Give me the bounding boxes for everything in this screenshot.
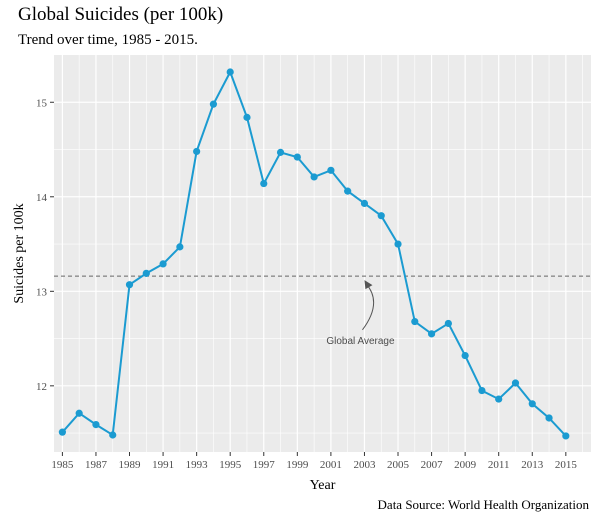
x-axis-ticks: 1985 1987 1989 1991 1993 1995 1997 1999 2001 2003… [51, 452, 577, 471]
y-axis-ticks: 12 13 14 15 [36, 97, 54, 393]
data-point [209, 100, 218, 108]
data-point [327, 166, 335, 174]
data-point [360, 199, 369, 208]
x-tick-label: 2003 [353, 459, 376, 471]
x-tick-label: 1987 [85, 459, 108, 471]
x-axis-title: Year [310, 478, 336, 493]
data-points [58, 68, 570, 440]
data-point [226, 68, 234, 76]
data-point [344, 187, 352, 195]
data-point [75, 409, 83, 417]
x-tick-label: 2015 [555, 459, 578, 471]
data-point [310, 173, 318, 181]
data-point [176, 243, 184, 251]
global-average-label: Global Average [326, 336, 395, 347]
data-point [444, 319, 452, 328]
x-tick-label: 1999 [286, 459, 309, 471]
x-tick-label: 2001 [320, 459, 342, 471]
y-tick-label: 15 [36, 97, 48, 109]
data-point [142, 269, 150, 277]
x-tick-label: 2007 [421, 459, 444, 471]
y-tick-label: 13 [36, 286, 48, 298]
annotation-arrowhead [364, 280, 373, 290]
data-point [377, 212, 385, 220]
x-tick-label: 1989 [119, 459, 142, 471]
data-point [411, 317, 419, 326]
data-source-caption: Data Source: World Health Organization [377, 497, 589, 512]
data-point [58, 428, 66, 436]
data-point [427, 330, 436, 338]
data-point [511, 379, 520, 387]
data-point [461, 351, 469, 360]
data-point [478, 386, 486, 395]
data-point [260, 179, 268, 188]
data-point [276, 148, 285, 156]
chart-title: Global Suicides (per 100k) [18, 4, 224, 25]
data-point [159, 260, 167, 268]
data-point [545, 414, 553, 422]
data-point [562, 432, 570, 440]
data-point [528, 400, 536, 408]
chart-subtitle: Trend over time, 1985 - 2015. [18, 32, 198, 48]
plot-panel [54, 55, 591, 452]
data-point [293, 153, 301, 161]
data-point [92, 420, 100, 429]
x-tick-label: 2009 [454, 459, 477, 471]
x-tick-label: 1997 [253, 459, 276, 471]
x-tick-label: 2013 [521, 459, 544, 471]
data-point [495, 395, 503, 403]
y-tick-label: 12 [36, 381, 47, 393]
y-tick-label: 14 [36, 192, 48, 204]
data-point [394, 240, 402, 248]
x-tick-label: 1995 [219, 459, 242, 471]
x-tick-label: 2005 [387, 459, 410, 471]
major-gridlines [54, 55, 591, 452]
y-axis-title: Suicides per 100k [12, 203, 27, 303]
data-point [109, 431, 117, 439]
annotation-arrow [362, 283, 375, 331]
x-tick-label: 1991 [152, 459, 174, 471]
data-point [193, 147, 201, 156]
x-tick-label: 1993 [186, 459, 209, 471]
x-tick-label: 2011 [488, 459, 510, 471]
x-tick-label: 1985 [51, 459, 74, 471]
data-point [243, 113, 251, 121]
data-point [125, 281, 134, 289]
